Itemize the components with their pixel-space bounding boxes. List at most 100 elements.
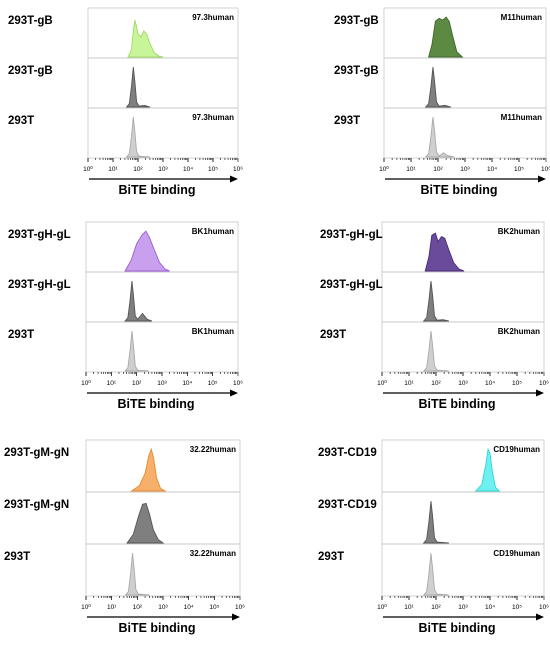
antibody-annotation: BK2human (498, 327, 540, 336)
x-tick-label: 10² (431, 604, 441, 611)
x-tick-label: 10³ (157, 380, 167, 387)
antibody-annotation: CD19human (493, 549, 540, 558)
x-axis-label: BiTE binding (118, 621, 195, 635)
histogram-curve (422, 501, 449, 544)
antibody-annotation: 97.3human (192, 13, 234, 22)
axis-arrowhead-icon (230, 175, 238, 183)
histogram-panel-bottom-right: 293T-CD19 CD19human 293T-CD19 293T CD19human… (318, 439, 549, 635)
x-tick-label: 10¹ (406, 166, 416, 173)
histogram-row-frame (85, 271, 239, 323)
sample-label: 293T-CD19 (318, 499, 377, 511)
x-tick-label: 10³ (458, 380, 468, 387)
x-tick-label: 10² (132, 380, 142, 387)
axis-arrowhead-icon (232, 613, 240, 621)
histogram-curve (422, 331, 449, 372)
sample-label: 293T (320, 329, 346, 341)
x-tick-label: 10⁶ (539, 604, 549, 611)
histogram-panel-middle-left: 293T-gH-gL BK1human 293T-gH-gL 293T BK1human… (8, 221, 243, 411)
x-tick-label: 10⁴ (182, 380, 192, 387)
x-tick-label: 10⁴ (184, 604, 194, 611)
x-tick-label: 10⁶ (235, 604, 245, 611)
sample-label: 293T-gB (334, 15, 379, 27)
x-tick-label: 10² (433, 166, 443, 173)
x-tick-label: 10⁶ (233, 166, 243, 173)
x-tick-label: 10³ (158, 604, 168, 611)
antibody-annotation: M11human (501, 13, 542, 22)
antibody-annotation: 97.3human (192, 113, 234, 122)
axis-arrowhead-icon (538, 175, 546, 183)
sample-label: 293T (4, 551, 30, 563)
x-tick-label: 10⁰ (377, 379, 387, 387)
antibody-annotation: 32.22human (190, 549, 236, 558)
sample-label: 293T-gB (334, 65, 379, 77)
sample-label: 293T (8, 115, 34, 127)
x-tick-label: 10⁵ (514, 166, 524, 173)
x-tick-label: 10⁵ (512, 380, 522, 387)
sample-label: 293T-gH-gL (8, 229, 71, 241)
x-tick-label: 10⁰ (83, 165, 93, 173)
histogram-curve (125, 67, 151, 108)
x-tick-label: 10² (431, 380, 441, 387)
histogram-curve (422, 553, 449, 596)
histogram-curve (424, 67, 452, 108)
x-axis-label: BiTE binding (418, 621, 495, 635)
histogram-row-frame (85, 491, 241, 545)
x-tick-label: 10⁰ (81, 379, 91, 387)
x-tick-label: 10² (133, 604, 143, 611)
sample-label: 293T (318, 551, 344, 563)
x-axis-label: BiTE binding (118, 183, 195, 197)
histogram-curve (424, 232, 465, 272)
x-axis-label: BiTE binding (420, 183, 497, 197)
histogram-curve (474, 447, 501, 492)
antibody-annotation: BK1human (192, 227, 234, 236)
histogram-curve (424, 117, 455, 158)
x-tick-label: 10⁴ (485, 604, 495, 611)
histogram-row-frame (87, 57, 239, 109)
sample-label: 293T-gB (8, 15, 53, 27)
histogram-curve (127, 19, 164, 58)
x-tick-label: 10⁶ (539, 380, 549, 387)
antibody-annotation: M11human (501, 113, 542, 122)
x-tick-label: 10⁰ (377, 603, 387, 611)
histogram-panel-top-right: 293T-gB M11human 293T-gB 293T M11human 10⁰ 10¹… (334, 7, 550, 197)
x-tick-label: 10¹ (107, 604, 117, 611)
histogram-curve (130, 447, 167, 492)
x-tick-label: 10⁴ (487, 166, 497, 173)
x-tick-label: 10⁴ (485, 380, 495, 387)
x-tick-label: 10³ (460, 166, 470, 173)
antibody-annotation: 32.22human (190, 445, 236, 454)
sample-label: 293T-CD19 (318, 447, 377, 459)
x-tick-label: 10⁵ (209, 604, 219, 611)
histogram-curve (124, 331, 149, 372)
sample-label: 293T-gB (8, 65, 53, 77)
x-tick-label: 10³ (458, 604, 468, 611)
x-axis-label: BiTE binding (117, 397, 194, 411)
sample-label: 293T-gH-gL (320, 229, 383, 241)
x-tick-label: 10⁰ (379, 165, 389, 173)
x-tick-label: 10⁵ (208, 166, 218, 173)
histogram-curve (124, 281, 153, 322)
axis-arrowhead-icon (230, 389, 238, 397)
sample-label: 293T (334, 115, 360, 127)
antibody-annotation: CD19human (493, 445, 540, 454)
axis-arrowhead-icon (536, 613, 544, 621)
sample-label: 293T (8, 329, 34, 341)
histogram-curve (428, 16, 464, 58)
histogram-curve (422, 281, 449, 322)
histogram-curve (124, 553, 150, 596)
x-tick-label: 10⁶ (233, 380, 243, 387)
x-tick-label: 10¹ (404, 604, 414, 611)
histogram-row-frame (381, 271, 545, 323)
x-tick-label: 10² (133, 166, 143, 173)
histogram-curve (125, 117, 150, 158)
x-tick-label: 10³ (158, 166, 168, 173)
antibody-annotation: BK1human (192, 327, 234, 336)
sample-label: 293T-gM-gN (4, 499, 69, 511)
histogram-row-frame (383, 57, 547, 109)
x-tick-label: 10¹ (108, 166, 118, 173)
histogram-row-frame (381, 491, 545, 545)
histogram-panel-middle-right: 293T-gH-gL BK2human 293T-gH-gL 293T BK2human… (320, 221, 549, 411)
axis-arrowhead-icon (536, 389, 544, 397)
sample-label: 293T-gM-gN (4, 447, 69, 459)
sample-label: 293T-gH-gL (320, 279, 383, 291)
